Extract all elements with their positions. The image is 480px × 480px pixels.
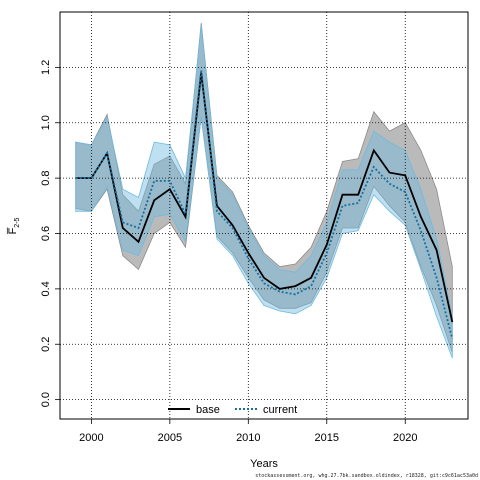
y-axis-title: F̅2-5 bbox=[7, 217, 21, 234]
grid bbox=[60, 12, 468, 419]
y-tick-label: 0.0 bbox=[40, 392, 52, 407]
x-axis-title: Years bbox=[250, 458, 278, 470]
x-tick-label: 2020 bbox=[393, 432, 417, 444]
y-tick-label: 1.0 bbox=[40, 115, 52, 130]
y-tick-label: 1.2 bbox=[40, 60, 52, 75]
plot-frame bbox=[59, 11, 469, 420]
x-tick-label: 2000 bbox=[79, 432, 103, 444]
y-tick-label: 0.6 bbox=[40, 226, 52, 241]
x-tick-label: 2005 bbox=[158, 432, 182, 444]
footer-source-text: stockassessment.org, whg.27.7bk.sandbox.… bbox=[255, 473, 478, 479]
legend: base current bbox=[168, 404, 297, 416]
y-tick-label: 0.8 bbox=[40, 170, 52, 185]
legend-label-base: base bbox=[196, 404, 220, 416]
series-lines bbox=[75, 70, 454, 339]
y-axis: 0.0 0.2 0.4 0.6 0.8 1.0 1.2 bbox=[40, 60, 60, 407]
x-tick-label: 2015 bbox=[315, 432, 339, 444]
y-tick-label: 0.4 bbox=[40, 281, 52, 296]
confidence-bands bbox=[75, 23, 453, 359]
line-base bbox=[75, 72, 454, 323]
line-current bbox=[75, 70, 454, 339]
y-tick-label: 0.2 bbox=[40, 337, 52, 352]
x-tick-label: 2010 bbox=[236, 432, 260, 444]
x-axis: 2000 2005 2010 2015 2020 bbox=[79, 419, 417, 444]
band-current bbox=[75, 25, 453, 359]
y-axis-title-main: F̅ bbox=[7, 227, 19, 235]
legend-label-current: current bbox=[263, 404, 297, 416]
svg-text:F̅2-5: F̅2-5 bbox=[7, 217, 21, 234]
y-axis-title-subscript: 2-5 bbox=[14, 217, 21, 227]
